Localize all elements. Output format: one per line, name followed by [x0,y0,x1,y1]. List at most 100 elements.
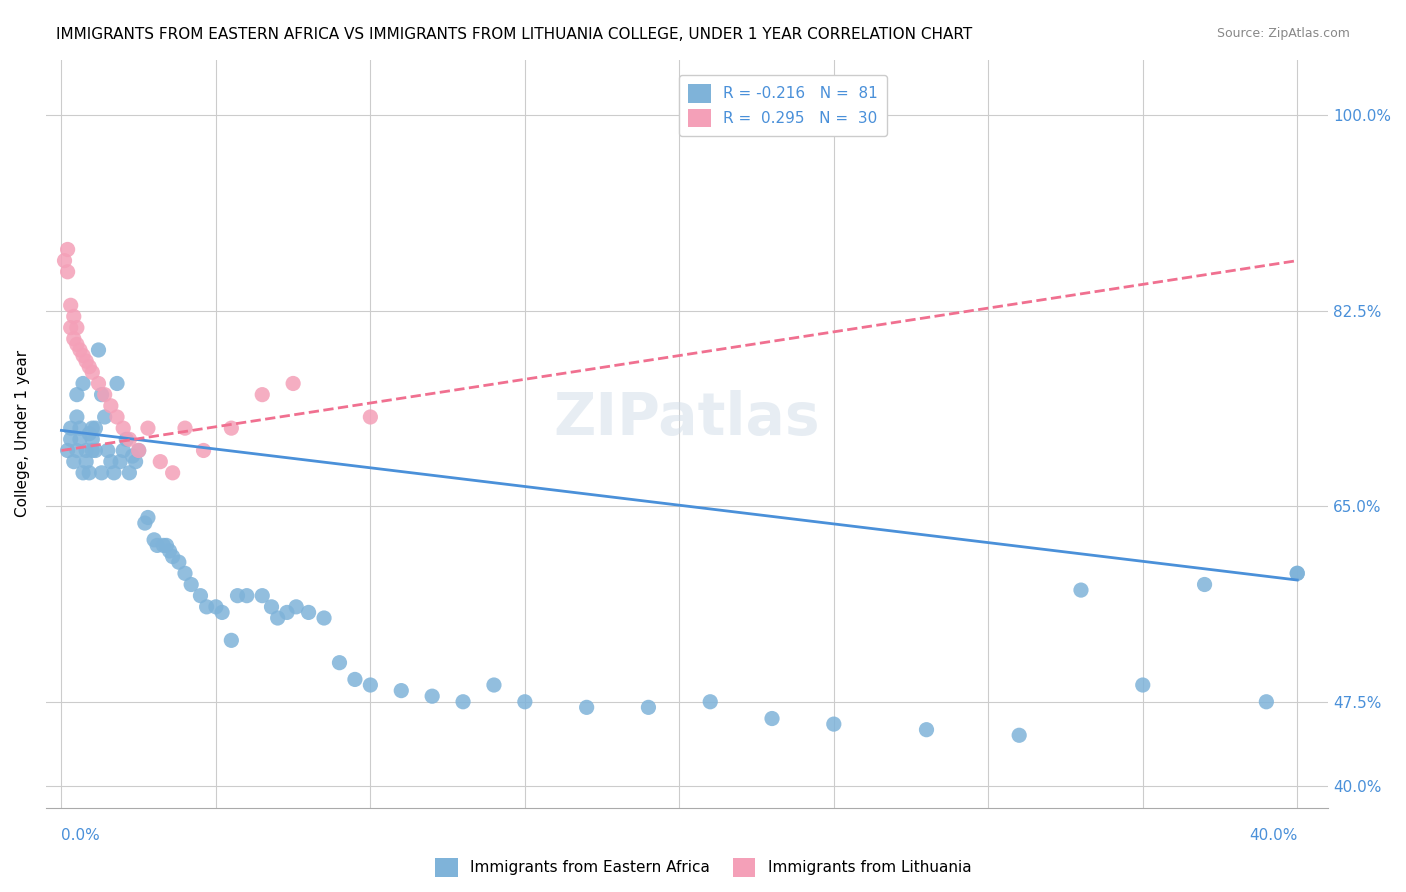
Point [205,599,228,614]
Point [124,455,146,469]
Text: Source: ZipAtlas.com: Source: ZipAtlas.com [1216,27,1350,40]
Point [115,433,138,447]
Point [167,555,190,569]
Point [637,700,659,714]
Text: 0.0%: 0.0% [62,828,100,843]
Point [146,538,169,552]
Point [162,466,184,480]
Point [252,387,274,401]
Point [108,455,131,469]
Point [482,678,505,692]
Point [69,433,91,447]
Point [82,365,104,379]
Point [823,717,845,731]
Point [211,606,233,620]
Point [149,455,172,469]
Point [236,589,259,603]
Point [112,443,135,458]
Point [118,433,141,447]
Text: IMMIGRANTS FROM EASTERN AFRICA VS IMMIGRANTS FROM LITHUANIA COLLEGE, UNDER 1 YEA: IMMIGRANTS FROM EASTERN AFRICA VS IMMIGR… [56,27,973,42]
Point [285,599,308,614]
Point [281,376,304,391]
Point [72,466,94,480]
Point [90,387,112,401]
Point [90,466,112,480]
Point [121,449,143,463]
Point [1132,678,1154,692]
Point [77,426,100,441]
Point [575,700,598,714]
Point [59,433,82,447]
Point [180,577,202,591]
Point [359,678,381,692]
Point [1286,566,1309,581]
Point [221,633,243,648]
Point [162,549,184,564]
Point [82,443,104,458]
Point [87,343,110,357]
Point [193,443,215,458]
Point [69,421,91,435]
Point [915,723,938,737]
Point [513,695,536,709]
Point [359,409,381,424]
Point [77,359,100,374]
Point [72,376,94,391]
Point [174,421,197,435]
Point [66,320,89,334]
Point [699,695,721,709]
Point [190,589,212,603]
Point [159,544,181,558]
Point [267,611,290,625]
Legend: R = -0.216   N =  81, R =  0.295   N =  30: R = -0.216 N = 81, R = 0.295 N = 30 [679,75,887,136]
Point [174,566,197,581]
Point [1194,577,1216,591]
Point [1286,566,1309,581]
Point [77,466,100,480]
Point [93,387,115,401]
Point [343,673,366,687]
Point [118,466,141,480]
Point [112,421,135,435]
Point [312,611,335,625]
Point [1070,583,1092,598]
Point [97,443,120,458]
Point [87,376,110,391]
Point [62,332,84,346]
Point [75,455,97,469]
Point [128,443,150,458]
Point [62,310,84,324]
Point [134,516,156,530]
Point [100,399,122,413]
Point [84,443,107,458]
Point [84,421,107,435]
Point [328,656,350,670]
Point [93,409,115,424]
Text: 40.0%: 40.0% [1249,828,1298,843]
Point [56,265,79,279]
Point [420,689,443,703]
Point [155,538,177,552]
Point [1008,728,1031,742]
Point [100,455,122,469]
Point [82,421,104,435]
Point [66,409,89,424]
Point [56,243,79,257]
Point [66,387,89,401]
Point [75,443,97,458]
Point [260,599,283,614]
Point [53,253,76,268]
Point [82,433,104,447]
Point [136,421,159,435]
Point [143,533,166,547]
Point [252,589,274,603]
Point [226,589,249,603]
Point [59,320,82,334]
Y-axis label: College, Under 1 year: College, Under 1 year [15,351,30,517]
Point [221,421,243,435]
Text: ZIPatlas: ZIPatlas [554,391,820,447]
Point [451,695,474,709]
Point [276,606,298,620]
Point [66,443,89,458]
Point [66,337,89,351]
